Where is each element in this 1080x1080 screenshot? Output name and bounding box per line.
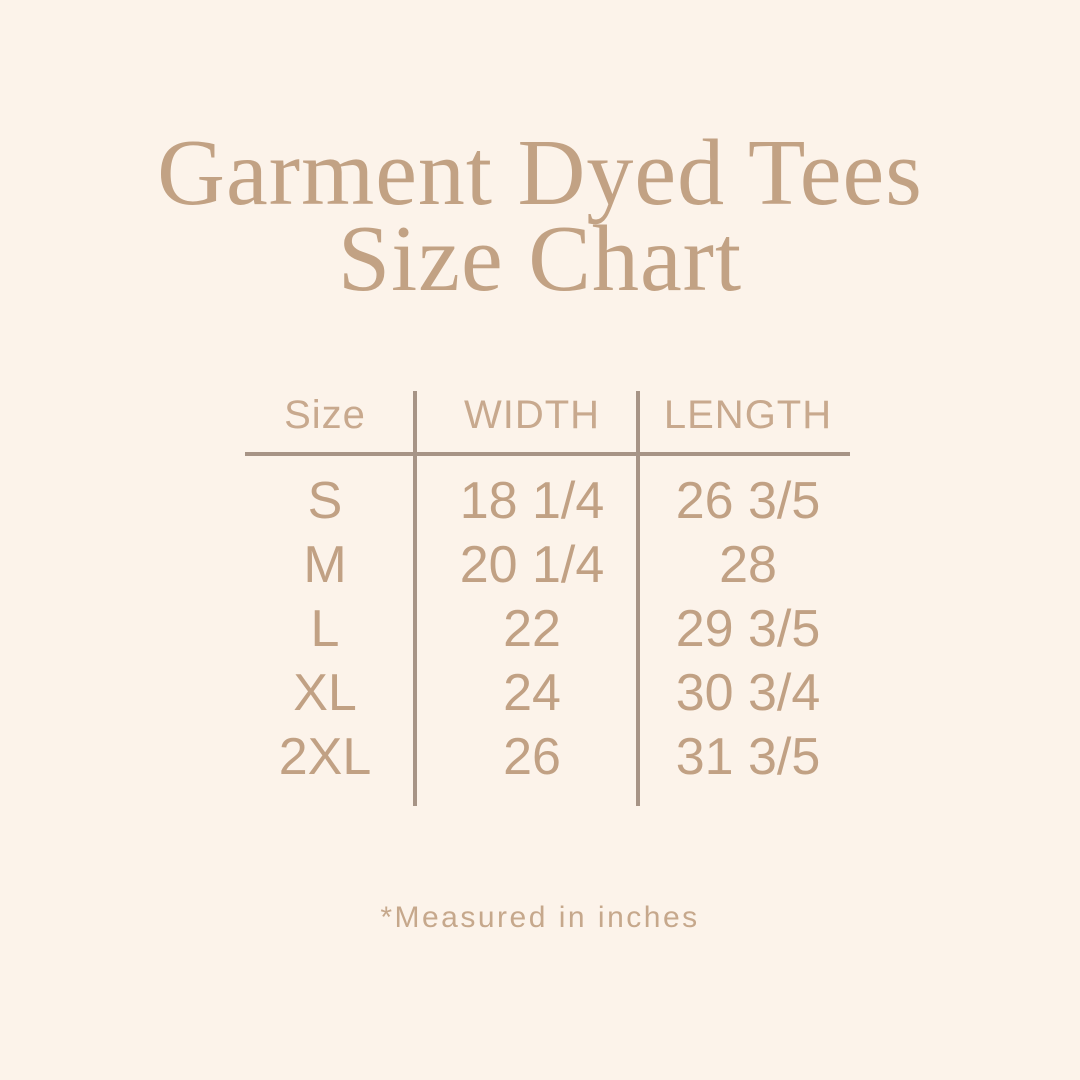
width-cell-2xl: 26 [503, 728, 561, 786]
size-cell-s: S [307, 472, 343, 530]
size-cell-m: M [303, 536, 347, 594]
column-header-length: LENGTH [663, 393, 833, 437]
length-cell-m: 28 [719, 536, 777, 594]
page-title-line-1: Garment Dyed Tees [157, 121, 923, 225]
column-header-width: WIDTH [463, 393, 601, 437]
page-title-line-2: Size Chart [337, 207, 743, 311]
column-divider-line-1 [413, 391, 417, 806]
width-cell-xl: 24 [503, 664, 561, 722]
width-cell-l: 22 [503, 600, 561, 658]
measurement-footnote: *Measured in inches [380, 901, 700, 934]
column-divider-line-2 [636, 391, 640, 806]
size-cell-l: L [310, 600, 340, 658]
width-cell-s: 18 1/4 [459, 472, 605, 530]
size-cell-xl: XL [293, 664, 357, 722]
length-cell-s: 26 3/5 [675, 472, 821, 530]
length-cell-2xl: 31 3/5 [675, 728, 821, 786]
length-cell-xl: 30 3/4 [675, 664, 821, 722]
size-cell-2xl: 2XL [278, 728, 372, 786]
length-cell-l: 29 3/5 [675, 600, 821, 658]
column-header-size: Size [284, 393, 366, 437]
width-cell-m: 20 1/4 [459, 536, 605, 594]
header-underline [245, 452, 850, 456]
